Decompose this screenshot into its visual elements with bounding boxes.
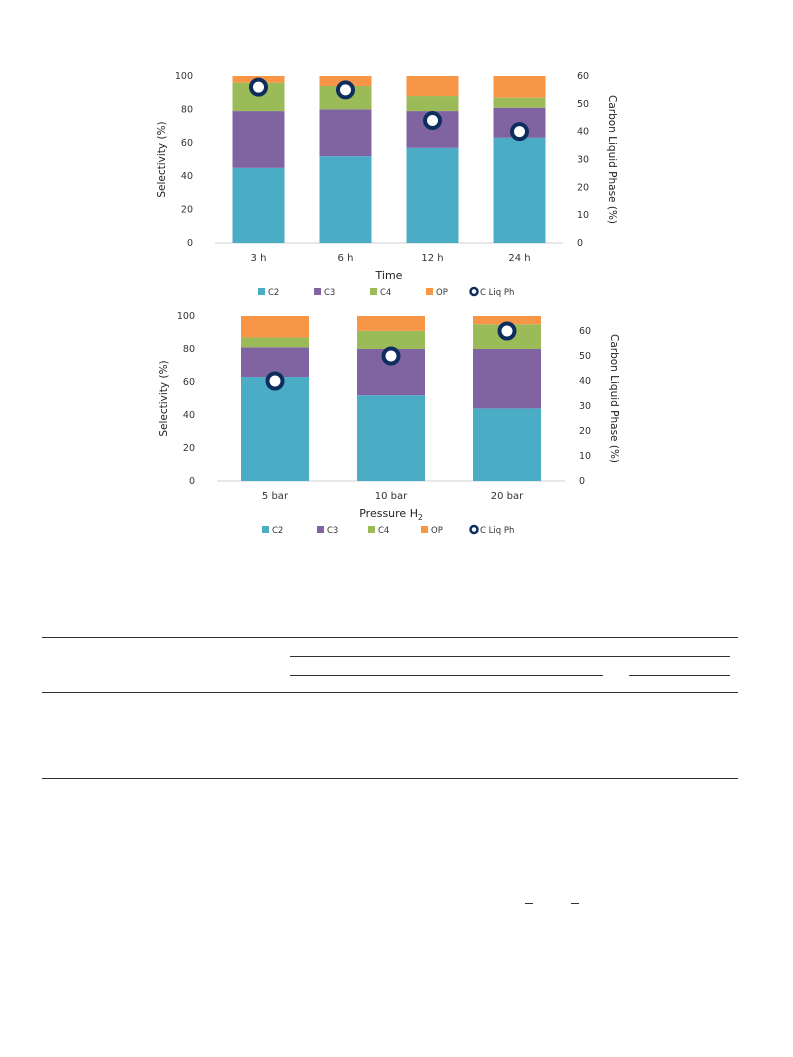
table-bottom-rule (42, 778, 738, 779)
bar-segment-op (241, 316, 309, 338)
bar-segment-c2 (232, 167, 285, 243)
bar-segment-c2 (241, 377, 309, 481)
y-tick-label: 60 (183, 377, 195, 388)
legend-swatch-c2 (258, 288, 265, 295)
y-tick-label: 80 (181, 104, 193, 115)
x-tick-label: 24 h (508, 253, 530, 264)
legend-label: OP (431, 526, 443, 536)
legend-label: C Liq Ph (480, 288, 514, 298)
legend-label: C3 (324, 288, 335, 298)
y2-tick-label: 50 (577, 99, 589, 110)
y2-axis-label: Carbon Liquid Phase (%) (606, 95, 618, 224)
chart-time: 0 20 40 60 80 100 0 10 20 30 40 50 60 3 h 6 h 12 h 24 h T… (156, 71, 618, 298)
table-mid-rule (42, 692, 738, 693)
bar-segment-c4 (493, 97, 546, 108)
legend-label: C Liq Ph (480, 526, 514, 536)
legend-swatch-c4 (368, 526, 375, 533)
y2-tick-label: 30 (577, 155, 589, 166)
y2-tick-label: 0 (577, 238, 583, 249)
bar-segment-c2 (493, 137, 546, 243)
legend-label: C4 (378, 526, 389, 536)
y-tick-label: 0 (187, 238, 193, 249)
y2-tick-label: 40 (577, 127, 589, 138)
bar-segment-c2 (473, 408, 541, 481)
c-liq-ph-marker (510, 122, 529, 142)
y-tick-label: 60 (181, 138, 193, 149)
y2-tick-label: 0 (579, 476, 585, 487)
table-subheader-rule-1 (290, 675, 475, 676)
legend-label: C2 (268, 288, 279, 298)
x-axis-label: Time (375, 269, 403, 282)
bar-segment-c2 (406, 147, 459, 243)
legend-marker (469, 286, 479, 297)
y2-tick-label: 60 (579, 326, 591, 337)
c-liq-ph-marker (249, 77, 268, 97)
bar-segment-c4 (406, 96, 459, 112)
y-tick-label: 100 (175, 71, 193, 82)
y-tick-label: 0 (189, 476, 195, 487)
y2-tick-label: 20 (579, 426, 591, 437)
y2-tick-label: 10 (579, 451, 591, 462)
legend-label: C4 (380, 288, 391, 298)
x-tick-label: 3 h (251, 253, 267, 264)
c-liq-ph-marker (265, 371, 285, 391)
bar-segment-c4 (241, 337, 309, 348)
legend-marker (469, 524, 479, 535)
y-tick-label: 20 (181, 205, 193, 216)
overbar-mark (571, 903, 579, 904)
legend-swatch-op (426, 288, 433, 295)
y-axis-label: Selectivity (%) (156, 121, 168, 197)
y-axis-label: Selectivity (%) (158, 360, 170, 436)
y-tick-label: 80 (183, 344, 195, 355)
legend-swatch-c4 (370, 288, 377, 295)
table-header-rule (290, 656, 730, 657)
bar-segment-c3 (232, 111, 285, 168)
c-liq-ph-marker (423, 111, 442, 131)
x-tick-label: 12 h (421, 253, 443, 264)
overbar-mark (525, 903, 533, 904)
bar-segment-c3 (319, 109, 372, 157)
x-tick-label: 20 bar (491, 491, 524, 502)
bar-segment-c2 (319, 156, 372, 243)
x-tick-label: 10 bar (375, 491, 408, 502)
x-tick-label: 6 h (338, 253, 354, 264)
x-tick-label: 5 bar (262, 491, 289, 502)
legend-swatch-op (421, 526, 428, 533)
table-subheader-rule-3 (629, 675, 730, 676)
bar-segment-op (406, 76, 459, 97)
legend-label: C2 (272, 526, 283, 536)
legend-label: OP (436, 288, 448, 298)
bar-segment-c2 (357, 395, 425, 481)
bar-segment-c3 (473, 349, 541, 409)
y2-tick-label: 40 (579, 376, 591, 387)
x-axis-label: Pressure H2 (359, 507, 423, 522)
y2-tick-label: 30 (579, 401, 591, 412)
y2-tick-label: 60 (577, 71, 589, 82)
y-tick-label: 40 (181, 171, 193, 182)
y2-tick-label: 20 (577, 182, 589, 193)
table-top-rule (42, 637, 738, 638)
y2-tick-label: 10 (577, 210, 589, 221)
y-tick-label: 100 (177, 311, 195, 322)
bar-segment-op (473, 316, 541, 325)
c-liq-ph-marker (497, 321, 517, 341)
legend-swatch-c3 (317, 526, 324, 533)
c-liq-ph-marker (381, 346, 401, 366)
bar-segment-op (357, 316, 425, 331)
y2-tick-label: 50 (579, 351, 591, 362)
y2-axis-label: Carbon Liquid Phase (%) (608, 334, 620, 463)
legend-swatch-c2 (262, 526, 269, 533)
bar-segment-c4 (357, 330, 425, 349)
legend-label: C3 (327, 526, 338, 536)
bar-segment-op (493, 76, 546, 98)
y-tick-label: 20 (183, 443, 195, 454)
legend-swatch-c3 (314, 288, 321, 295)
table-subheader-rule-2 (473, 675, 603, 676)
c-liq-ph-marker (336, 80, 355, 100)
chart-pressure: 0 20 40 60 80 100 0 10 20 30 40 50 60 5 bar 10 bar 20 b… (158, 311, 620, 536)
y-tick-label: 40 (183, 410, 195, 421)
